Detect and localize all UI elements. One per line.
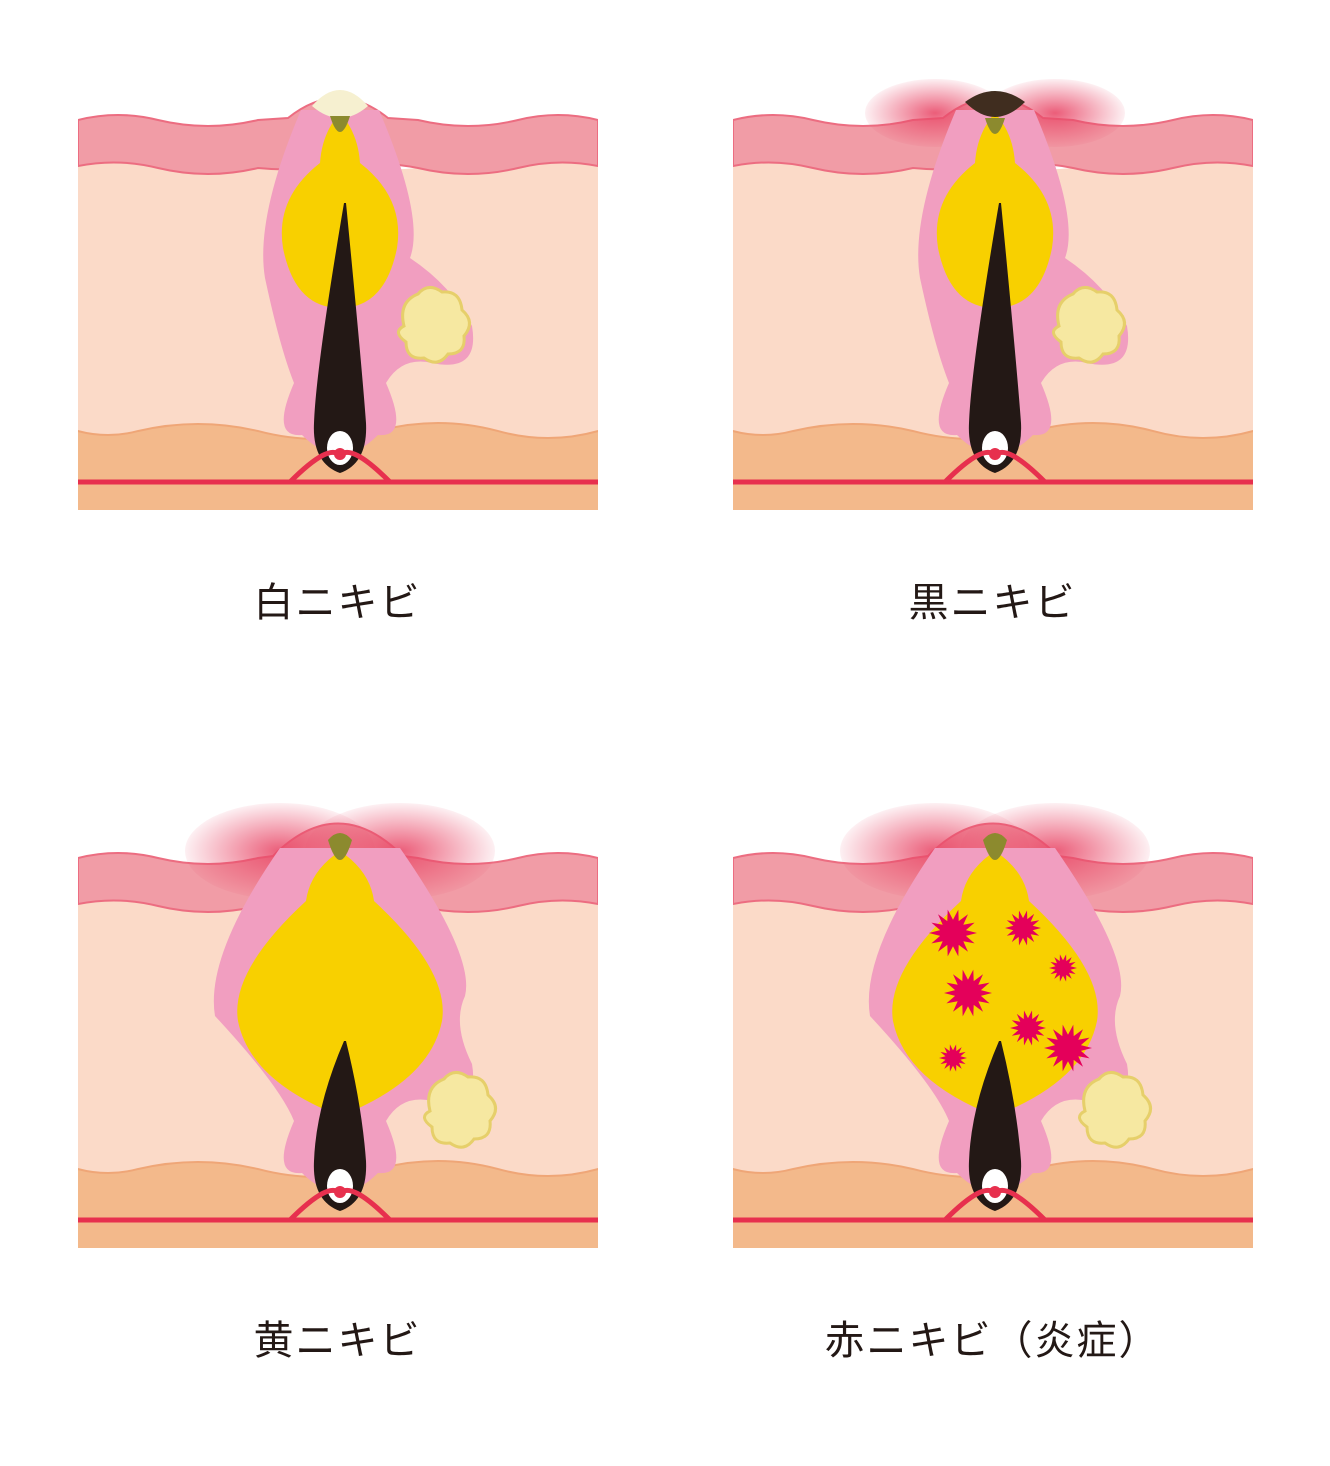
diagram-canvas: 白ニキビ 黒ニキビ	[0, 0, 1330, 1466]
panel-red: 赤ニキビ（炎症）	[705, 768, 1280, 1436]
skin-cross-section	[78, 768, 598, 1268]
panel-black: 黒ニキビ	[705, 30, 1280, 698]
skin-cross-section	[733, 30, 1253, 530]
panel-label: 黄ニキビ	[254, 1308, 422, 1366]
panel-label: 黒ニキビ	[909, 570, 1077, 628]
panel-white: 白ニキビ	[50, 30, 625, 698]
panel-label: 赤ニキビ（炎症）	[825, 1308, 1161, 1366]
panel-yellow: 黄ニキビ	[50, 768, 625, 1436]
panel-grid: 白ニキビ 黒ニキビ	[50, 30, 1280, 1436]
skin-cross-section	[733, 768, 1253, 1268]
panel-label: 白ニキビ	[254, 570, 422, 628]
skin-cross-section	[78, 30, 598, 530]
